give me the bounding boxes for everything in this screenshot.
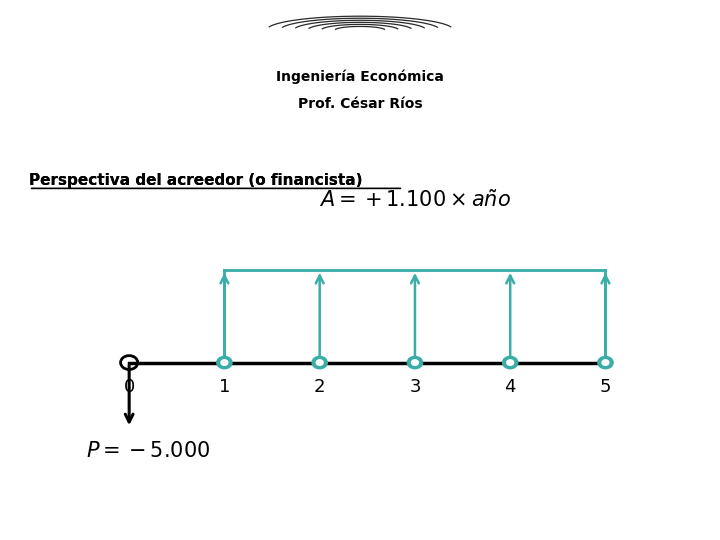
Text: 5: 5 — [600, 378, 611, 396]
Text: $A = +1.100 \times a\tilde{n}o$: $A = +1.100 \times a\tilde{n}o$ — [319, 190, 511, 212]
Text: 1: 1 — [219, 378, 230, 396]
Text: Ingeniería Económica: Ingeniería Económica — [276, 69, 444, 84]
Text: Prof. César Ríos: Prof. César Ríos — [297, 97, 423, 111]
Text: 4: 4 — [505, 378, 516, 396]
Text: Perspectiva del acreedor (o financista): Perspectiva del acreedor (o financista) — [29, 173, 362, 188]
Circle shape — [221, 360, 228, 366]
Circle shape — [408, 356, 423, 369]
Circle shape — [316, 360, 323, 366]
Text: Perspectiva del acreedor (o financista): Perspectiva del acreedor (o financista) — [29, 173, 362, 188]
Circle shape — [217, 356, 232, 369]
Text: 3: 3 — [409, 378, 420, 396]
Circle shape — [412, 360, 418, 366]
Circle shape — [602, 360, 609, 366]
Text: Tema 1.9 : Diagramas de flujo de efectivo: Tema 1.9 : Diagramas de flujo de efectiv… — [316, 118, 706, 136]
Text: 2: 2 — [314, 378, 325, 396]
Circle shape — [503, 356, 518, 369]
Text: 0: 0 — [124, 378, 135, 396]
Circle shape — [598, 356, 613, 369]
Text: $P = -5.000$: $P = -5.000$ — [86, 441, 210, 461]
Circle shape — [507, 360, 513, 366]
Circle shape — [312, 356, 328, 369]
